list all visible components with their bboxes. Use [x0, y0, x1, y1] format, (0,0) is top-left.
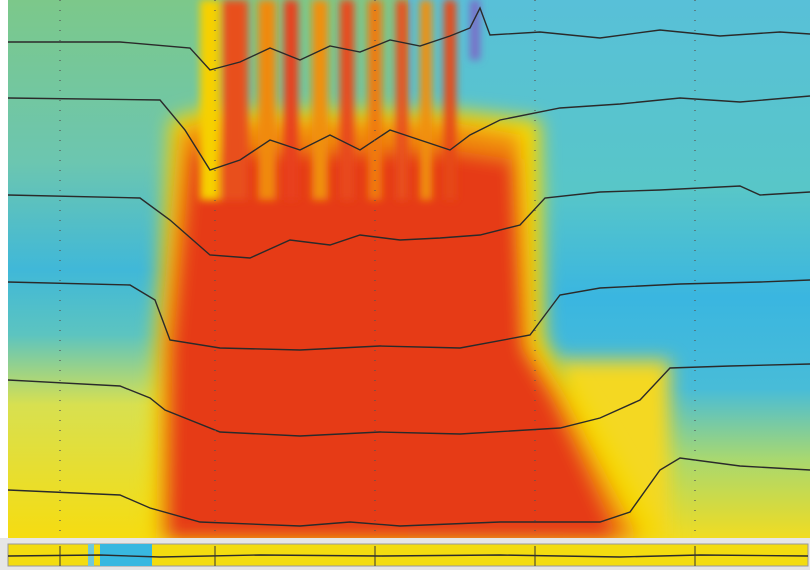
pressure-topography — [0, 0, 810, 570]
page — [0, 0, 810, 570]
heatmap — [8, 0, 810, 540]
bottom-strip — [0, 538, 810, 570]
